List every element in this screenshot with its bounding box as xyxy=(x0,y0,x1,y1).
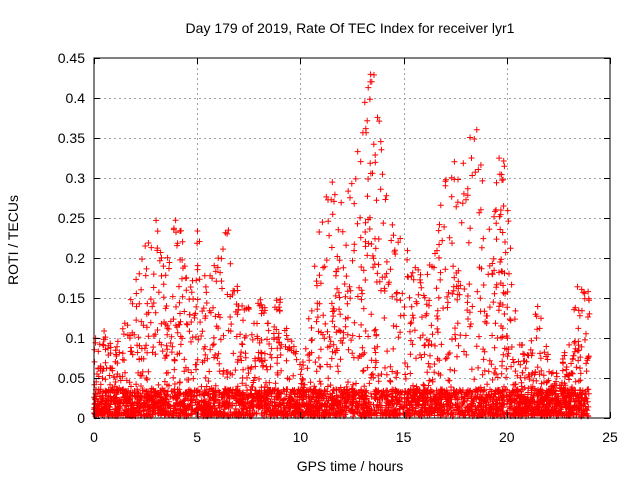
y-tick-label: 0 xyxy=(77,410,85,426)
axis-ticks xyxy=(94,58,611,419)
chart-title: Day 179 of 2019, Rate Of TEC Index for r… xyxy=(186,20,515,36)
x-tick-label: 20 xyxy=(499,429,515,445)
y-tick-label: 0.05 xyxy=(58,370,85,386)
x-axis-label: GPS time / hours xyxy=(297,458,404,474)
y-tick-label: 0.45 xyxy=(58,50,85,66)
y-tick-label: 0.2 xyxy=(66,250,86,266)
y-axis-label: ROTI / TECUs xyxy=(5,195,21,285)
plot-frame xyxy=(93,57,611,419)
y-tick-labels: 0 0.05 0.1 0.15 0.2 0.25 0.3 0.35 0.4 0.45 xyxy=(58,50,85,426)
y-tick-label: 0.15 xyxy=(58,290,85,306)
y-tick-label: 0.3 xyxy=(66,170,86,186)
x-tick-label: 25 xyxy=(602,429,618,445)
y-tick-label: 0.25 xyxy=(58,210,85,226)
y-tick-label: 0.35 xyxy=(58,130,85,146)
data-points xyxy=(91,71,593,420)
x-tick-label: 5 xyxy=(193,429,201,445)
y-tick-label: 0.1 xyxy=(66,330,86,346)
x-tick-labels: 0 5 10 15 20 25 xyxy=(90,429,618,445)
roti-series-markers xyxy=(91,71,593,420)
x-tick-label: 15 xyxy=(396,429,412,445)
y-tick-label: 0.4 xyxy=(66,90,86,106)
grid-lines xyxy=(94,58,610,418)
x-tick-label: 10 xyxy=(293,429,309,445)
x-tick-label: 0 xyxy=(90,429,98,445)
